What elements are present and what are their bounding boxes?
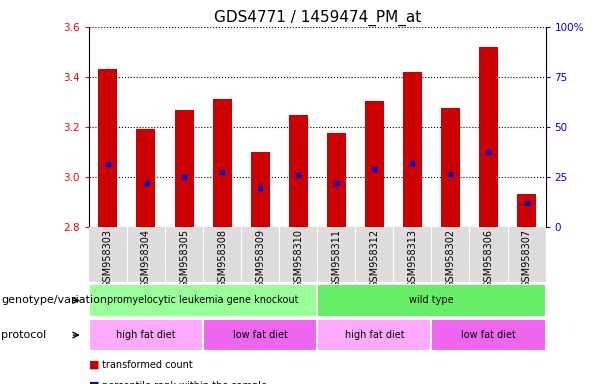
Text: wild type: wild type	[409, 295, 454, 306]
Text: GSM958308: GSM958308	[217, 229, 227, 288]
Text: transformed count: transformed count	[102, 360, 193, 370]
Text: GSM958307: GSM958307	[522, 229, 531, 288]
Text: promyelocytic leukemia gene knockout: promyelocytic leukemia gene knockout	[107, 295, 299, 306]
Text: high fat diet: high fat diet	[116, 330, 176, 340]
Bar	[89, 319, 203, 351]
Text: percentile rank within the sample: percentile rank within the sample	[102, 381, 267, 384]
Text: GSM958306: GSM958306	[484, 229, 493, 288]
Text: low fat diet: low fat diet	[461, 330, 516, 340]
Bar	[99, 70, 118, 227]
Bar	[175, 111, 194, 227]
Bar	[89, 284, 318, 317]
Bar	[318, 284, 546, 317]
Text: protocol: protocol	[1, 330, 47, 340]
Text: ■: ■	[89, 360, 99, 370]
Bar	[203, 319, 318, 351]
Bar	[479, 47, 498, 227]
Title: GDS4771 / 1459474_PM_at: GDS4771 / 1459474_PM_at	[213, 9, 421, 25]
Text: GSM958313: GSM958313	[408, 229, 417, 288]
Bar	[441, 108, 460, 227]
Text: GSM958304: GSM958304	[141, 229, 151, 288]
Text: GSM958302: GSM958302	[446, 229, 455, 288]
Text: GSM958303: GSM958303	[103, 229, 113, 288]
Text: GSM958305: GSM958305	[179, 229, 189, 288]
Bar	[403, 72, 422, 227]
Bar	[327, 133, 346, 227]
Bar	[318, 319, 432, 351]
Bar	[517, 194, 536, 227]
Bar	[432, 319, 546, 351]
Bar	[213, 99, 232, 227]
Text: GSM958310: GSM958310	[293, 229, 303, 288]
Text: GSM958309: GSM958309	[255, 229, 265, 288]
Text: high fat diet: high fat diet	[345, 330, 404, 340]
Text: low fat diet: low fat diet	[233, 330, 287, 340]
Bar	[365, 101, 384, 227]
Bar	[289, 116, 308, 227]
Bar	[251, 152, 270, 227]
Text: GSM958312: GSM958312	[369, 229, 379, 288]
Text: GSM958311: GSM958311	[331, 229, 341, 288]
Text: genotype/variation: genotype/variation	[1, 295, 107, 306]
Bar	[137, 129, 156, 227]
Text: ■: ■	[89, 381, 99, 384]
